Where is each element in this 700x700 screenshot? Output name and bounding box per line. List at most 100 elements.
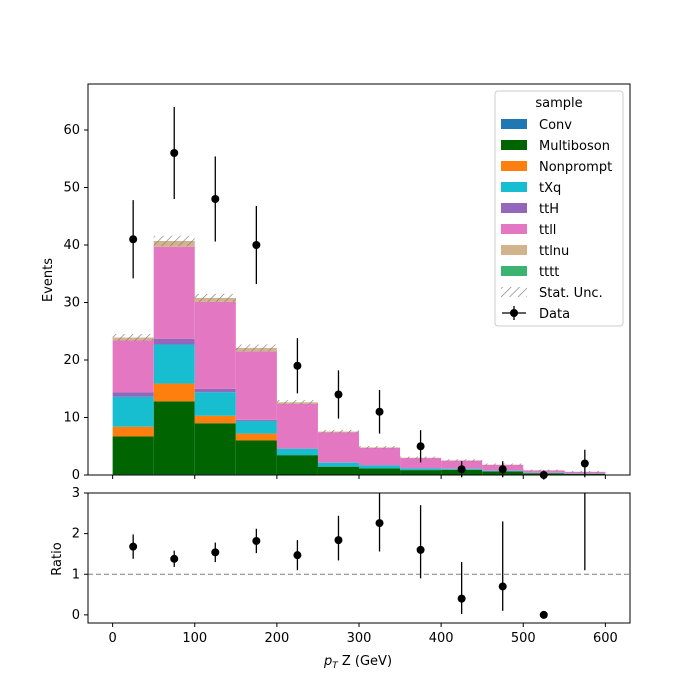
ratio-point-3 <box>252 536 261 545</box>
bar-multiboson-1 <box>153 401 195 475</box>
y-tick-label-20: 20 <box>63 353 80 368</box>
legend-label-multiboson: Multiboson <box>539 139 610 154</box>
data-points <box>129 107 589 480</box>
y-tick-label-50: 50 <box>63 181 80 196</box>
series-txq <box>112 344 606 474</box>
bar-tth-2 <box>194 388 236 393</box>
x-tick-label-200: 200 <box>264 631 289 646</box>
legend-swatch-tth <box>501 203 527 213</box>
ratio-point-7 <box>416 545 425 554</box>
ratio-y-tick-label-3: 3 <box>72 486 80 501</box>
bar-tth-4 <box>276 448 318 449</box>
series-tth <box>112 338 401 466</box>
data-point-6 <box>375 407 384 416</box>
bar-txq-7 <box>400 468 442 471</box>
ratio-point-4 <box>293 551 302 560</box>
legend-swatch-tttt <box>501 266 527 276</box>
bar-nonprompt-2 <box>194 415 236 424</box>
ratio-axes-frame <box>87 492 631 624</box>
bar-ttll-6 <box>359 447 401 466</box>
legend-swatch-multiboson <box>501 140 527 150</box>
ratio-point-8 <box>457 594 466 603</box>
bar-tth-0 <box>112 392 154 397</box>
x-axis-label: pT Z (GeV) <box>323 654 392 671</box>
bar-multiboson-7 <box>400 470 442 475</box>
y-tick-label-30: 30 <box>63 296 80 311</box>
legend-label-txq: tXq <box>539 181 561 196</box>
legend-swatch-ttll <box>501 224 527 234</box>
bar-nonprompt-3 <box>235 433 277 441</box>
x-axis-label-symbol: p <box>323 654 332 669</box>
series-nonprompt <box>112 383 277 441</box>
ratio-point-0 <box>129 542 138 551</box>
bar-tth-1 <box>153 338 195 345</box>
bar-nonprompt-1 <box>153 383 195 402</box>
bar-ttll-1 <box>153 246 195 339</box>
bar-tth-3 <box>235 419 277 421</box>
legend-label-data: Data <box>539 307 570 322</box>
bar-multiboson-2 <box>194 423 236 475</box>
bar-txq-6 <box>359 465 401 469</box>
bar-txq-3 <box>235 420 277 434</box>
legend-label-stat-unc: Stat. Unc. <box>539 286 603 301</box>
legend-swatch-stat-unc <box>501 287 527 297</box>
legend-label-ttlnu: ttlnu <box>539 244 569 259</box>
data-point-3 <box>252 241 261 249</box>
stat-unc-bin-6 <box>359 445 401 449</box>
legend-swatch-nonprompt <box>501 161 527 171</box>
bar-ttll-4 <box>276 403 318 449</box>
ratio-point-9 <box>498 582 507 591</box>
bar-txq-4 <box>276 448 318 456</box>
ratio-y-tick-label-1: 1 <box>72 567 80 582</box>
bar-txq-2 <box>194 392 236 416</box>
legend-label-tttt: tttt <box>539 265 559 280</box>
ratio-point-6 <box>375 519 384 528</box>
legend-swatch-conv <box>501 119 527 129</box>
legend: sample Conv Multiboson Nonprompt tXq ttH ttll t… <box>494 90 624 327</box>
data-point-1 <box>170 149 179 157</box>
ratio-y-tick-label-0: 0 <box>72 608 80 623</box>
legend-swatch-txq <box>501 182 527 192</box>
y-tick-label-0: 0 <box>72 468 80 483</box>
y-tick-label-60: 60 <box>63 123 80 138</box>
bar-multiboson-3 <box>235 440 277 475</box>
data-point-0 <box>129 235 138 244</box>
stat-unc-bin-2 <box>194 293 236 302</box>
ratio-y-tick-label-2: 2 <box>72 527 80 542</box>
bar-nonprompt-0 <box>112 426 154 437</box>
ratio-point-2 <box>211 548 220 557</box>
legend-label-conv: Conv <box>539 118 572 133</box>
bar-txq-1 <box>153 344 195 384</box>
ratio-content <box>88 493 630 619</box>
stat-unc-bin-5 <box>317 429 359 434</box>
stat-unc-bin-1 <box>153 235 195 247</box>
data-point-7 <box>416 442 425 451</box>
bar-multiboson-4 <box>276 455 318 475</box>
x-tick-label-0: 0 <box>108 631 116 646</box>
bar-ttll-0 <box>112 340 154 393</box>
y-tick-label-10: 10 <box>63 411 80 426</box>
x-tick-label-500: 500 <box>511 631 536 646</box>
bar-multiboson-0 <box>112 436 154 475</box>
bar-multiboson-6 <box>359 468 401 475</box>
bar-ttll-3 <box>235 351 277 420</box>
ratio-point-10 <box>539 610 548 619</box>
ratio-point-1 <box>170 554 179 563</box>
legend-data-marker <box>510 309 518 317</box>
stat-unc-bin-3 <box>235 344 277 352</box>
bar-txq-0 <box>112 396 154 427</box>
bar-multiboson-5 <box>317 466 359 475</box>
stat-unc-bin-8 <box>441 459 483 462</box>
legend-label-ttll: ttll <box>539 223 556 238</box>
data-point-4 <box>293 361 302 370</box>
data-point-11 <box>580 459 589 468</box>
legend-swatch-ttlnu <box>501 245 527 255</box>
data-point-2 <box>211 195 220 203</box>
x-tick-label-600: 600 <box>593 631 618 646</box>
stat-unc-bin-0 <box>112 334 154 342</box>
legend-title: sample <box>535 96 582 111</box>
data-point-5 <box>334 390 343 399</box>
bar-ttll-7 <box>400 458 442 469</box>
ratio-y-axis-label: Ratio <box>50 542 65 575</box>
